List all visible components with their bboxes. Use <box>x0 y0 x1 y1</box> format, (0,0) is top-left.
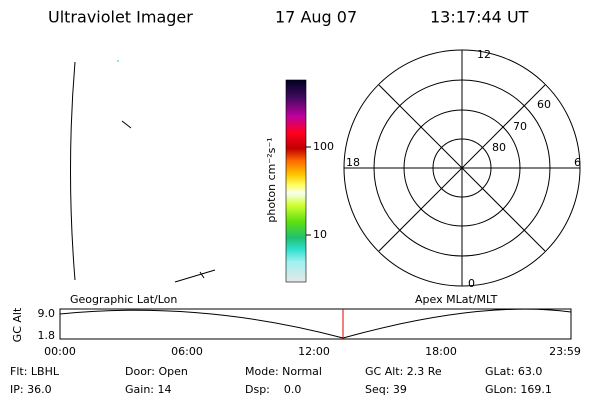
alt-curve <box>59 308 572 339</box>
status-field: IP: 36.0 <box>10 383 52 396</box>
status-field: Mode: Normal <box>245 365 322 378</box>
status-field: Gain: 14 <box>125 383 172 396</box>
colorbar-label: photon cm⁻²s⁻¹ <box>265 137 278 222</box>
axis-label: GC Alt <box>11 307 24 342</box>
status-field: Flt: LBHL <box>10 365 60 378</box>
image-panel <box>70 60 216 283</box>
mlt-label: 0 <box>468 277 475 290</box>
title: Ultraviolet Imager <box>48 8 193 27</box>
alt-frame <box>59 308 572 340</box>
left-label: Geographic Lat/Lon <box>70 293 177 306</box>
mlt-label: 12 <box>477 48 491 61</box>
polar-grid <box>343 49 581 287</box>
status-field: Seq: 39 <box>365 383 407 396</box>
time-label: 00:00 <box>44 345 76 358</box>
lat-label: 60 <box>537 98 551 111</box>
time-label: 23:59 <box>549 345 581 358</box>
mlt-label: 6 <box>574 156 581 169</box>
status-field: GLon: 169.1 <box>485 383 552 396</box>
time-label: 12:00 <box>298 345 330 358</box>
status-field: GC Alt: 2.3 Re <box>365 365 442 378</box>
lat-label: 70 <box>513 120 527 133</box>
colorbar-tick-label: 100 <box>313 140 334 153</box>
right-label: Apex MLat/MLT <box>415 293 498 306</box>
lat-label: 80 <box>492 141 506 154</box>
alt-tick-label: 9.0 <box>38 307 56 320</box>
time-label: 18:00 <box>425 345 457 358</box>
time-label: 06:00 <box>171 345 203 358</box>
alt-tick-label: 1.8 <box>38 329 56 342</box>
status-field: Dsp: 0.0 <box>245 383 301 396</box>
mlt-label: 18 <box>346 156 360 169</box>
time: 13:17:44 UT <box>430 8 529 27</box>
colorbar <box>285 79 307 283</box>
colorbar-tick-label: 10 <box>313 228 327 241</box>
status-field: GLat: 63.0 <box>485 365 542 378</box>
date: 17 Aug 07 <box>275 8 357 27</box>
status-field: Door: Open <box>125 365 188 378</box>
